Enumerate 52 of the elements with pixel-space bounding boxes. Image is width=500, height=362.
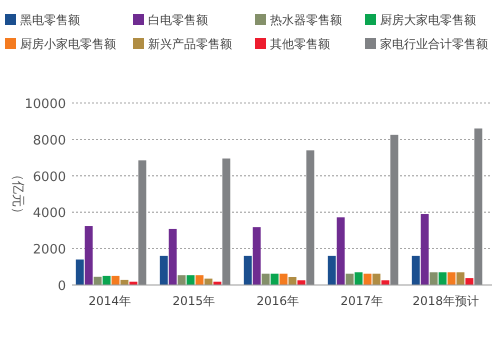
legend-label: 黑电零售额 (20, 13, 80, 27)
legend-label: 厨房大家电零售额 (380, 13, 476, 27)
y-tick-label: 6000 (32, 170, 66, 185)
bar (346, 274, 354, 285)
bar (328, 256, 336, 285)
y-tick-label: 0 (58, 279, 66, 294)
bar (186, 275, 195, 285)
y-axis-title: （亿元） (10, 168, 25, 220)
x-tick-label: 2018年预计 (412, 294, 480, 308)
bar (465, 278, 474, 285)
y-tick-label: 8000 (32, 133, 66, 148)
bar (244, 256, 252, 285)
legend-label: 新兴产品零售额 (148, 37, 232, 51)
legend-label: 家电行业合计零售额 (380, 37, 488, 51)
bar (178, 275, 186, 285)
bar (204, 278, 212, 285)
bar (160, 256, 168, 285)
bar (76, 260, 84, 285)
bar (129, 282, 138, 285)
bar (438, 272, 447, 285)
bar (196, 275, 204, 285)
bar (448, 272, 456, 285)
y-tick-label: 4000 (32, 206, 66, 222)
bar (354, 272, 363, 285)
bar (456, 272, 464, 285)
bar (102, 276, 111, 285)
bar (372, 274, 380, 285)
bar (280, 274, 288, 285)
bar (288, 276, 296, 285)
bar (168, 228, 177, 285)
legend-label: 热水器零售额 (270, 13, 342, 27)
bar (252, 227, 261, 285)
x-tick-label: 2017年 (340, 294, 384, 308)
bar (94, 276, 102, 285)
x-tick-label: 2015年 (172, 294, 216, 308)
bar (262, 274, 270, 285)
x-tick-label: 2014年 (88, 294, 132, 308)
bar (412, 256, 420, 285)
y-tick-label: 10000 (24, 97, 66, 112)
bar (420, 214, 429, 285)
bar (430, 272, 438, 285)
x-tick-label: 2016年 (256, 294, 300, 308)
bar (84, 226, 93, 285)
bar (112, 276, 120, 285)
legend-label: 厨房小家电零售额 (20, 37, 116, 51)
bar (213, 282, 222, 285)
y-tick-label: 2000 (32, 242, 66, 258)
bar (336, 217, 345, 285)
legend-label: 其他零售额 (270, 37, 330, 51)
bar (270, 274, 279, 285)
bar (364, 274, 372, 285)
legend-label: 白电零售额 (148, 13, 208, 27)
